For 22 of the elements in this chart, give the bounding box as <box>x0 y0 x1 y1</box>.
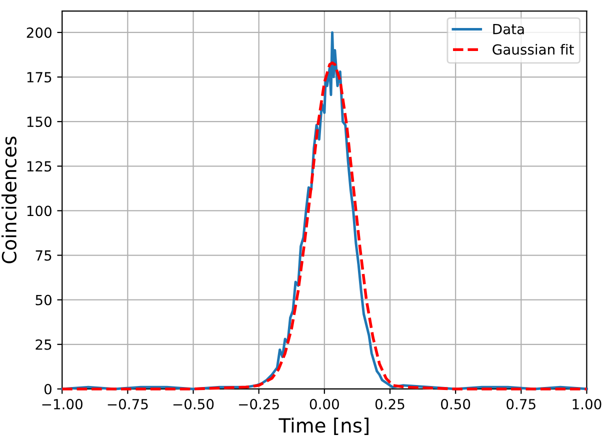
x-tick-label: −0.50 <box>173 398 214 410</box>
y-tick-label: 25 <box>36 339 52 350</box>
legend-label: Gaussian fit <box>492 44 574 55</box>
y-tick-label: 200 <box>26 27 52 38</box>
x-tick-label: 0.75 <box>506 398 536 410</box>
x-tick-label: 0.00 <box>310 398 339 410</box>
x-tick-label: −0.25 <box>239 398 279 410</box>
x-tick-label: 0.25 <box>375 398 404 410</box>
y-tick-label: 175 <box>27 72 52 82</box>
y-tick-label: 75 <box>36 250 52 261</box>
y-tick-label: 125 <box>27 161 52 172</box>
y-tick-label: 50 <box>36 294 52 306</box>
x-tick-label: 1.00 <box>572 398 602 410</box>
y-axis-title: Coincidences <box>2 136 17 264</box>
y-tick-label: 150 <box>27 116 52 128</box>
x-tick-label: −0.75 <box>108 398 148 410</box>
x-tick-label: 0.50 <box>441 398 470 410</box>
legend-label: Data <box>493 24 524 34</box>
y-tick-label: 0 <box>44 384 52 394</box>
x-tick-label: −1.00 <box>42 398 82 410</box>
y-tick-label: 100 <box>27 206 52 216</box>
x-axis-title: Time [ns] <box>278 418 368 436</box>
